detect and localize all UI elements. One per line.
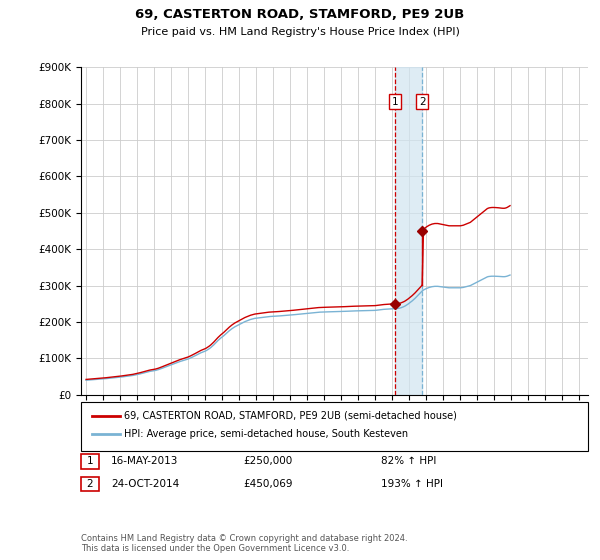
Text: £450,069: £450,069 [243,479,293,489]
Text: Contains HM Land Registry data © Crown copyright and database right 2024.
This d: Contains HM Land Registry data © Crown c… [81,534,407,553]
Text: 2: 2 [419,96,425,106]
Text: 82% ↑ HPI: 82% ↑ HPI [381,456,436,466]
Text: 1: 1 [86,456,94,466]
Text: HPI: Average price, semi-detached house, South Kesteven: HPI: Average price, semi-detached house,… [124,429,409,439]
Text: Price paid vs. HM Land Registry's House Price Index (HPI): Price paid vs. HM Land Registry's House … [140,27,460,37]
Bar [395,67,422,395]
Text: 69, CASTERTON ROAD, STAMFORD, PE9 2UB: 69, CASTERTON ROAD, STAMFORD, PE9 2UB [136,8,464,21]
Text: 69, CASTERTON ROAD, STAMFORD, PE9 2UB (semi-detached house): 69, CASTERTON ROAD, STAMFORD, PE9 2UB (s… [124,410,457,421]
Text: 1: 1 [392,96,398,106]
Text: 193% ↑ HPI: 193% ↑ HPI [381,479,443,489]
Text: 24-OCT-2014: 24-OCT-2014 [111,479,179,489]
Text: 16-MAY-2013: 16-MAY-2013 [111,456,178,466]
Text: £250,000: £250,000 [243,456,292,466]
Text: 2: 2 [86,479,94,489]
